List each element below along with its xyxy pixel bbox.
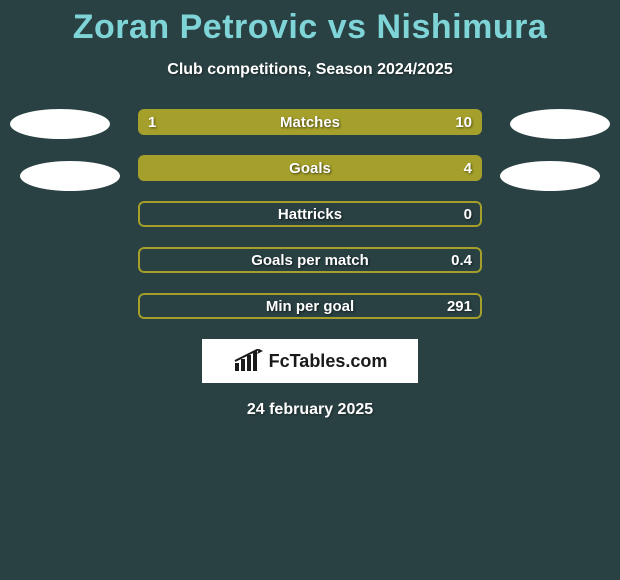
bar-label: Min per goal — [138, 293, 482, 319]
bar-value-right: 4 — [464, 155, 472, 181]
player-left-avatar-2 — [20, 161, 120, 191]
branding-text: FcTables.com — [269, 351, 388, 372]
stat-bar: 1Matches10 — [138, 109, 482, 135]
bar-label: Hattricks — [138, 201, 482, 227]
player-left-avatar-1 — [10, 109, 110, 139]
bar-label: Goals per match — [138, 247, 482, 273]
stat-bar: Goals per match0.4 — [138, 247, 482, 273]
bar-value-right: 10 — [455, 109, 472, 135]
chart-icon — [233, 349, 263, 373]
comparison-subtitle: Club competitions, Season 2024/2025 — [0, 61, 620, 79]
bar-label: Goals — [138, 155, 482, 181]
comparison-date: 24 february 2025 — [0, 401, 620, 419]
player-right-avatar-1 — [510, 109, 610, 139]
bar-value-right: 0 — [464, 201, 472, 227]
bar-value-right: 291 — [447, 293, 472, 319]
bar-label: Matches — [138, 109, 482, 135]
stat-bar: Hattricks0 — [138, 201, 482, 227]
bar-value-right: 0.4 — [451, 247, 472, 273]
chart-area: 1Matches10 Goals4 Hattricks0 Goals per matc… — [0, 109, 620, 319]
player-right-avatar-2 — [500, 161, 600, 191]
branding-badge: FcTables.com — [202, 339, 418, 383]
stat-bar: Goals4 — [138, 155, 482, 181]
stat-bar: Min per goal291 — [138, 293, 482, 319]
comparison-title: Zoran Petrovic vs Nishimura — [0, 0, 620, 47]
stat-bars: 1Matches10 Goals4 Hattricks0 Goals per matc… — [138, 109, 482, 319]
